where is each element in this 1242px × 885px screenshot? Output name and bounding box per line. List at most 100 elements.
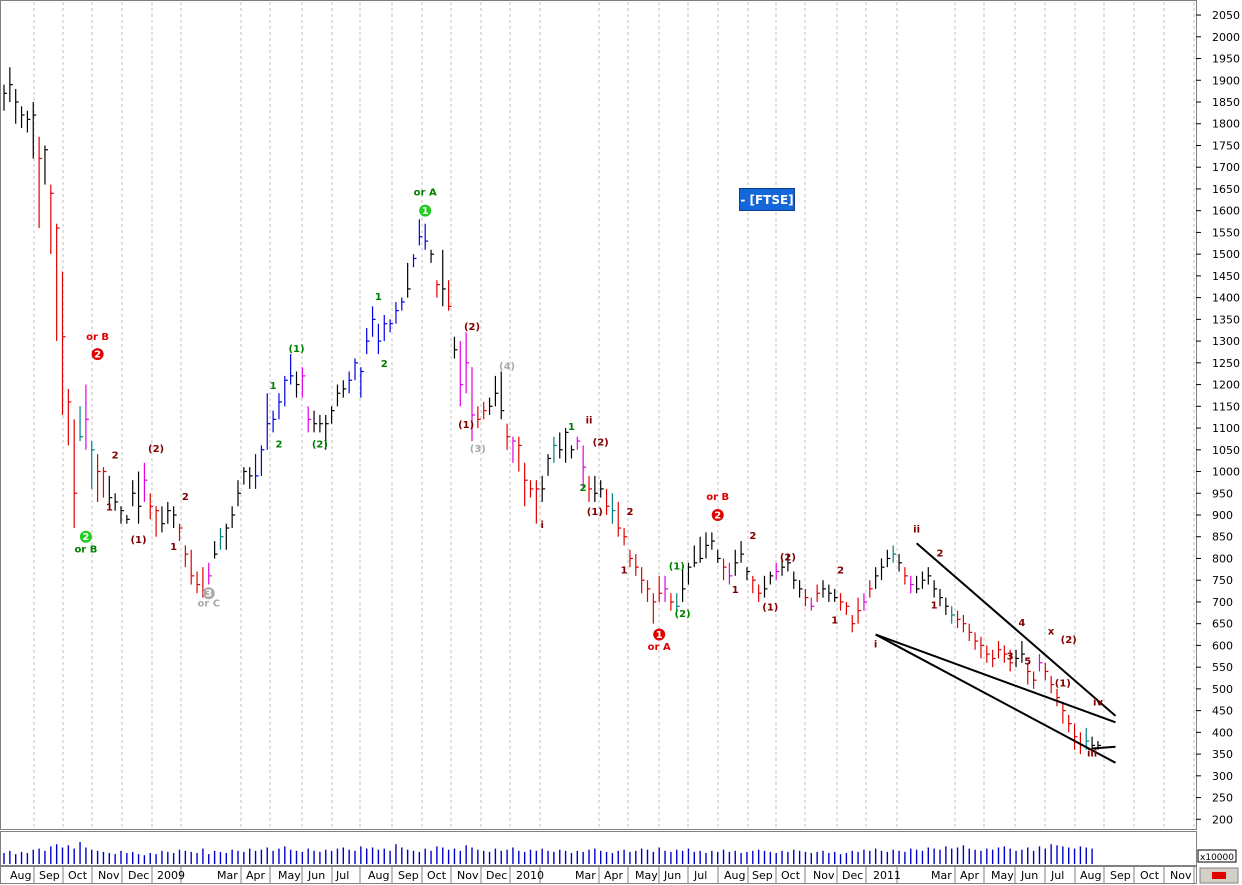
price-bar [752, 575, 756, 594]
svg-text:1: 1 [422, 206, 429, 217]
price-bar [980, 636, 984, 659]
wave-label: 2 [580, 483, 587, 494]
y-tick-label: 350 [1212, 748, 1233, 761]
wave-label: (1) [762, 603, 778, 614]
price-bar [880, 558, 885, 581]
price-bar [208, 562, 212, 585]
wave-label: or A [414, 187, 437, 198]
y-tick-label: 750 [1212, 574, 1233, 587]
y-tick-label: 700 [1212, 596, 1233, 609]
price-bar [822, 580, 826, 598]
y-tick-label: 1600 [1212, 205, 1240, 218]
x-tick-label: Sep [1110, 869, 1131, 882]
svg-text:2: 2 [714, 510, 721, 521]
x-tick-label: 2009 [157, 869, 185, 882]
price-bar [424, 223, 429, 250]
price-bar [1068, 714, 1072, 733]
x-tick-label: Jul [693, 869, 707, 882]
wave-label: (4) [499, 361, 515, 372]
price-bar [1032, 671, 1037, 689]
price-bar [196, 571, 201, 594]
price-bar [1038, 654, 1043, 672]
x-tick-label: Sep [398, 869, 419, 882]
price-bar [190, 549, 195, 585]
x-axis: Aug Sep Oct Nov Dec 2009 Mar Apr May Jun Jul Aug Sep… [10, 866, 1195, 884]
price-bar [962, 614, 967, 633]
price-bar [927, 567, 932, 585]
price-bar [845, 601, 850, 615]
price-bar [120, 506, 124, 524]
price-bar [184, 545, 189, 568]
price-bar [483, 401, 487, 420]
wave-label: x [1048, 627, 1055, 638]
price-bar [676, 593, 680, 611]
wave-label: 4 [1018, 618, 1025, 629]
price-bar [465, 332, 470, 394]
wave-label: (1) [587, 507, 603, 518]
x-tick-label: Apr [246, 869, 266, 882]
price-bar [44, 145, 48, 185]
price-bar [506, 423, 511, 450]
wave-label: (1) [288, 344, 304, 355]
price-bar [740, 541, 745, 563]
price-bar [670, 593, 674, 611]
wave-label: ii [913, 524, 920, 535]
price-bar [442, 249, 446, 307]
price-bar [1015, 649, 1020, 668]
price-bar [693, 545, 698, 568]
price-bar [512, 436, 516, 463]
volume-bars [3, 842, 1093, 864]
price-bar [102, 467, 107, 498]
y-tick-label: 1100 [1212, 422, 1240, 435]
price-bar [641, 567, 645, 594]
y-tick-label: 950 [1212, 487, 1233, 500]
y-tick-label: 1150 [1212, 400, 1240, 413]
y-tick-label: 1800 [1212, 118, 1240, 131]
price-bar [219, 528, 224, 550]
price-bar [1056, 688, 1060, 707]
price-bar [401, 297, 405, 311]
price-bar [500, 371, 505, 420]
wave-label: iv [1093, 697, 1103, 708]
price-bar [711, 532, 715, 550]
x-tick-label: Dec [128, 869, 149, 882]
price-bar [781, 558, 786, 576]
price-bar [301, 367, 306, 398]
price-bar [588, 475, 592, 502]
price-bar [646, 580, 651, 602]
x-tick-label: Jun [1020, 869, 1038, 882]
price-bar [61, 271, 66, 415]
wave-label: 1 [106, 503, 113, 514]
price-bar [652, 593, 657, 624]
price-bar [295, 371, 300, 398]
wave-circle-label: 1 [419, 204, 432, 217]
wave-label: (2) [675, 609, 691, 620]
price-bar [553, 436, 557, 463]
svg-text:2: 2 [94, 350, 101, 361]
price-panel-frame [0, 0, 1197, 830]
price-bar [26, 110, 31, 133]
price-bar [371, 306, 376, 337]
price-bar [260, 445, 265, 476]
wave-label: iii [1087, 748, 1097, 759]
wave-label: 1 [375, 292, 382, 303]
price-bar [594, 475, 598, 502]
y-tick-label: 450 [1212, 705, 1233, 718]
wave-label: 2 [749, 531, 756, 542]
trend-lines [875, 542, 1117, 764]
price-bar [161, 506, 165, 533]
price-bar [477, 406, 481, 429]
wave-label: (2) [780, 553, 796, 564]
symbol-badge[interactable]: - [FTSE] [739, 188, 795, 211]
price-bar [605, 488, 610, 515]
wave-label: (2) [1061, 635, 1077, 646]
wave-circle-label: 2 [91, 348, 104, 361]
scroll-corner-icon[interactable] [1199, 867, 1239, 884]
wave-circle-label: 2 [711, 508, 724, 521]
price-bar [664, 575, 669, 602]
price-bar [38, 136, 43, 229]
price-bar [576, 436, 581, 450]
volume-panel-frame [0, 831, 1197, 866]
wave-label: (1) [1055, 679, 1071, 690]
price-bar [898, 554, 903, 572]
